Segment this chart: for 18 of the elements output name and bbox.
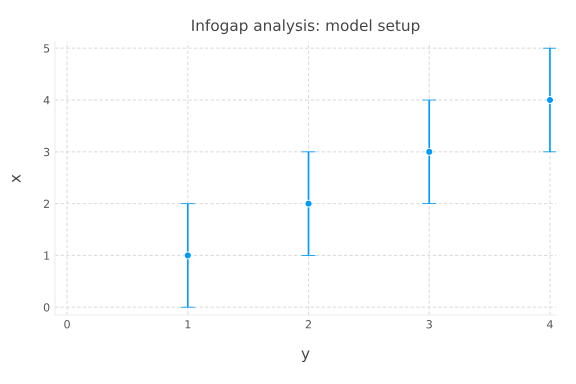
y-tick-label: 2 — [44, 200, 50, 208]
x-tick-label: 0 — [64, 320, 70, 328]
y-tick-label: 1 — [44, 252, 50, 260]
x-tick-label: 3 — [426, 320, 432, 328]
y-tick-label: 5 — [44, 44, 50, 53]
point — [184, 252, 192, 260]
x-tick-label: 1 — [185, 320, 190, 328]
point — [546, 96, 554, 104]
y-tick-label: 3 — [44, 148, 50, 156]
chart-title: Infogap analysis: model setup — [192, 19, 420, 34]
point — [425, 148, 434, 156]
y-tick-label: 0 — [44, 303, 50, 312]
x-axis-title: y — [301, 350, 310, 362]
x-tick-label: 4 — [546, 320, 553, 328]
point — [304, 200, 312, 208]
y-axis-title: x — [12, 174, 20, 183]
x-tick-label: 2 — [306, 320, 311, 328]
y-tick-label: 4 — [44, 96, 50, 104]
